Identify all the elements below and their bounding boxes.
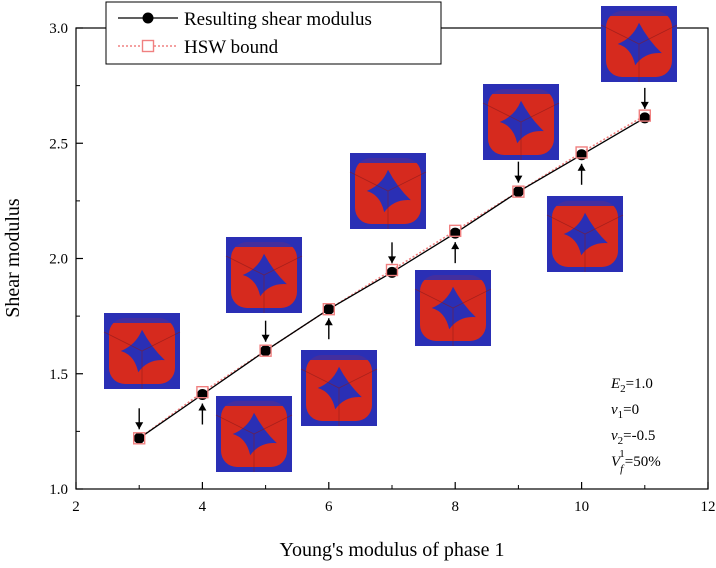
inset-edge (215, 414, 255, 435)
data-point-hsw (132, 432, 146, 445)
pointer-arrow-head (514, 175, 523, 183)
series-layer (132, 109, 651, 445)
legend-box (105, 1, 442, 65)
data-point-hsw (449, 224, 462, 238)
legend-label-hsw: HSW bound (184, 37, 279, 58)
legend: Resulting shear modulus HSW bound (105, 1, 442, 65)
inset-edge (225, 255, 265, 276)
inset-edge (103, 331, 143, 352)
unit-cell-inset-4 (300, 350, 378, 426)
annot-nu1: v1=0 (611, 402, 639, 421)
x-axis: 2 4 6 8 10 12 (72, 482, 716, 515)
pointer-arrow-head (577, 163, 586, 171)
legend-marker-hsw (141, 39, 155, 53)
pointer-arrow-head (198, 403, 207, 411)
pointer-arrow-head (451, 242, 460, 250)
data-point-resulting (323, 303, 335, 315)
inset-edge (349, 171, 389, 192)
data-point-hsw (196, 385, 209, 399)
pointer-arrow-head (261, 334, 270, 342)
unit-cell-inset-8 (546, 196, 624, 272)
unit-cell-inset-2 (215, 396, 293, 472)
unit-cell-inset-7 (482, 84, 560, 160)
data-point-hsw (385, 263, 399, 277)
inset-top-edge (601, 6, 677, 16)
unit-cell-inset-9 (600, 6, 678, 82)
inset-top-edge (483, 84, 559, 94)
inset-top-edge (104, 313, 180, 323)
unit-cell-inset-5 (349, 153, 427, 229)
inset-edge (141, 331, 181, 352)
inset-edge (263, 255, 303, 276)
legend-label-resulting: Resulting shear modulus (184, 9, 372, 30)
x-tick-label: 6 (325, 499, 333, 515)
inset-edge (482, 102, 522, 123)
annot-vf1: Vf1=50% (611, 448, 661, 475)
data-point-hsw (259, 344, 272, 357)
annot-nu2: v2=-0.5 (611, 428, 655, 447)
inset-edge (546, 214, 586, 235)
inset-edge (300, 368, 340, 389)
y-tick-label: 2.5 (49, 136, 68, 152)
inset-edge (600, 24, 640, 45)
data-point-resulting (133, 432, 145, 444)
inset-top-edge (547, 196, 623, 206)
arrows (135, 87, 649, 430)
inset-edge (584, 214, 624, 235)
data-point-resulting (260, 345, 272, 357)
inset-edge (414, 288, 454, 309)
x-axis-title: Young's modulus of phase 1 (280, 539, 505, 561)
inset-edge (452, 288, 492, 309)
y-tick-label: 1.0 (49, 482, 68, 498)
pointer-arrow-head (135, 422, 144, 430)
inset-edge (638, 24, 678, 45)
data-point-hsw (322, 303, 335, 316)
data-point-resulting (512, 186, 524, 198)
unit-cell-inset-3 (225, 237, 303, 313)
inset-top-edge (301, 350, 377, 360)
unit-cell-inset-6 (414, 270, 492, 346)
x-tick-label: 4 (199, 499, 207, 515)
legend-marker-resulting (142, 12, 154, 24)
y-axis: 1.0 1.5 2.0 2.5 3.0 (49, 21, 83, 498)
inset-top-edge (216, 396, 292, 406)
y-tick-label: 2.0 (49, 252, 68, 268)
inset-edge (387, 171, 427, 192)
x-tick-label: 12 (701, 499, 716, 515)
data-point-hsw (512, 185, 525, 198)
inset-edge (338, 368, 378, 389)
pointer-arrow-head (324, 318, 333, 326)
inset-top-edge (350, 153, 426, 163)
inset-edge (253, 414, 293, 435)
parameter-annotation: E2=1.0 v1=0 v2=-0.5 Vf1=50% (610, 376, 661, 475)
pointer-arrow-head (388, 256, 396, 264)
x-tick-label: 10 (574, 499, 589, 515)
pointer-arrow-head (640, 101, 649, 109)
unit-cell-inset-1 (103, 313, 181, 389)
inset-top-edge (226, 237, 302, 247)
data-point-hsw (575, 146, 588, 159)
y-axis-title: Shear modulus (2, 198, 24, 318)
inset-edge (520, 102, 560, 123)
y-tick-label: 3.0 (49, 21, 68, 37)
annot-e2: E2=1.0 (610, 376, 653, 395)
x-tick-label: 2 (72, 499, 80, 515)
inset-cubes (103, 6, 678, 472)
inset-top-edge (415, 270, 491, 280)
x-tick-label: 8 (451, 499, 459, 515)
y-tick-label: 1.5 (49, 367, 68, 383)
data-point-hsw (638, 109, 651, 122)
